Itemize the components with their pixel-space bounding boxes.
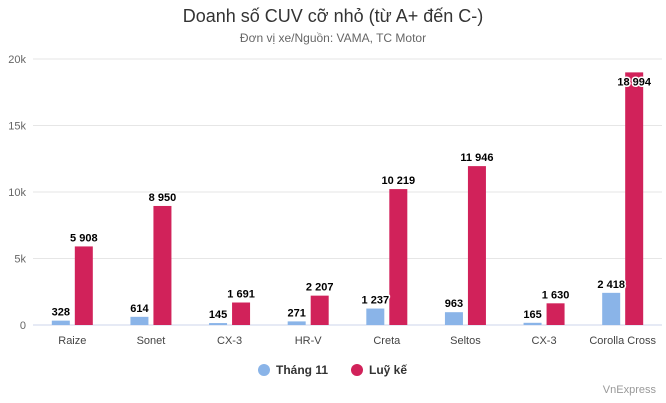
y-tick-label: 0 [20,320,26,332]
data-label: 271 [288,307,306,319]
data-label: 8 950 [149,192,177,204]
bar-luy-ke[interactable] [389,189,408,325]
legend-item-thang-11[interactable]: Tháng 11 [258,363,328,377]
bar-luy-ke[interactable] [546,303,565,325]
y-tick-label: 5k [14,254,26,266]
bar-thang-11[interactable] [523,322,542,325]
data-label: 11 946 [460,152,493,164]
data-label: 145 [209,309,227,321]
y-tick-label: 10k [8,187,26,199]
legend-marker [258,364,270,376]
data-label: 2 207 [306,282,334,294]
y-tick-label: 20k [8,54,26,66]
bars [51,72,644,326]
data-label: 1 630 [542,289,570,301]
data-label: 1 237 [362,295,390,307]
bar-luy-ke[interactable] [74,246,93,325]
bar-thang-11[interactable] [130,316,149,325]
legend[interactable]: Tháng 11 Luỹ kế [258,363,407,377]
bar-thang-11[interactable] [287,321,306,325]
x-category-label: Sonet [137,335,166,347]
data-label: 328 [52,307,70,319]
x-category-label: Raize [58,335,86,347]
bar-thang-11[interactable] [444,312,463,325]
x-category-label: CX-3 [217,335,242,347]
x-category-label: CX-3 [532,335,557,347]
data-label: 165 [523,309,541,321]
bar-luy-ke[interactable] [153,205,172,325]
chart-subtitle: Đơn vị xe/Nguồn: VAMA, TC Motor [240,31,426,45]
x-category-label: Corolla Cross [589,335,656,347]
x-category-label: Seltos [450,335,481,347]
x-category-label: Creta [373,335,401,347]
credit-text: VnExpress [603,384,657,396]
data-label: 1 691 [227,289,255,301]
bar-thang-11[interactable] [602,292,621,325]
data-label: 18 994 [617,76,652,88]
data-label: 10 219 [381,175,415,187]
x-axis-categories: Raize Sonet CX-3 HR-V Creta Seltos CX-3 Corolla… [58,335,656,347]
data-label: 963 [445,298,463,310]
x-category-label: HR-V [295,335,323,347]
bar-thang-11[interactable] [366,308,385,325]
data-label: 614 [130,303,149,315]
gridlines [33,58,662,326]
bar-luy-ke[interactable] [232,302,251,325]
chart-title: Doanh số CUV cỡ nhỏ (từ A+ đến C-) [183,6,484,26]
data-label: 5 908 [70,232,98,244]
bar-luy-ke[interactable] [467,166,486,325]
bar-thang-11[interactable] [51,320,70,325]
y-tick-label: 15k [8,121,26,133]
y-axis-ticks: 0 5k 10k 15k 20k [8,54,26,332]
bar-luy-ke[interactable] [310,295,329,325]
legend-marker [351,364,363,376]
bar-thang-11[interactable] [209,323,228,325]
data-label: 2 418 [597,279,625,291]
legend-item-luy-ke[interactable]: Luỹ kế [351,363,407,377]
legend-label: Luỹ kế [369,363,407,377]
bar-luy-ke[interactable] [625,72,644,326]
legend-label: Tháng 11 [276,363,328,377]
